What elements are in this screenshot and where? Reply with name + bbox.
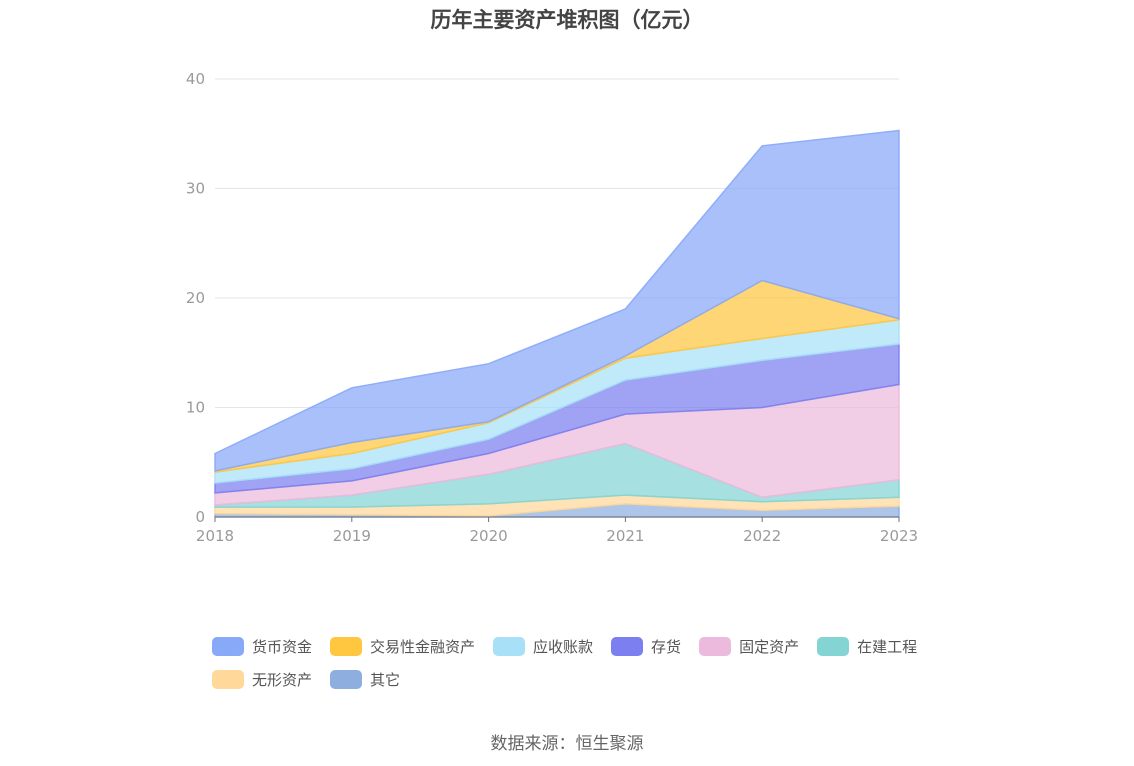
x-tick-label: 2019 xyxy=(333,527,371,545)
x-tick-label: 2018 xyxy=(196,527,234,545)
legend-item[interactable]: 无形资产 xyxy=(212,669,312,690)
legend-swatch xyxy=(330,670,363,689)
legend-row: 货币资金 交易性金融资产 应收账款 存货 固定资产 在建工程 xyxy=(212,630,972,663)
legend-swatch xyxy=(493,637,526,656)
legend-row: 无形资产 其它 xyxy=(212,663,972,696)
area-series-layer xyxy=(214,129,900,518)
area-series-7[interactable] xyxy=(214,129,900,472)
legend-item[interactable]: 货币资金 xyxy=(212,636,312,657)
x-tick-label: 2022 xyxy=(743,527,781,545)
y-tick-label: 30 xyxy=(186,180,205,198)
source-note: 数据来源：恒生聚源 xyxy=(490,734,644,754)
stacked-area-chart: 0 10 20 30 40 2018 2019 2020 2021 2022 2023 xyxy=(186,70,918,545)
legend-item[interactable]: 在建工程 xyxy=(817,636,917,657)
x-tick-label: 2020 xyxy=(470,527,508,545)
legend-label: 存货 xyxy=(651,638,682,656)
legend-swatch xyxy=(330,637,363,656)
y-tick-label: 0 xyxy=(195,508,205,526)
legend: 货币资金 交易性金融资产 应收账款 存货 固定资产 在建工程 无形资产 其它 xyxy=(212,630,972,696)
y-tick-label: 40 xyxy=(186,70,205,88)
legend-swatch xyxy=(611,637,644,656)
y-tick-label: 20 xyxy=(186,289,205,307)
legend-item[interactable]: 其它 xyxy=(330,669,400,690)
legend-label: 在建工程 xyxy=(857,638,918,656)
legend-swatch xyxy=(212,670,244,689)
legend-label: 交易性金融资产 xyxy=(370,638,476,656)
legend-label: 应收账款 xyxy=(533,638,594,656)
legend-swatch xyxy=(699,637,732,656)
x-tick-label: 2023 xyxy=(880,527,918,545)
chart-title: 历年主要资产堆积图（亿元） xyxy=(430,8,704,32)
axes: 0 10 20 30 40 2018 2019 2020 2021 2022 2023 xyxy=(186,70,918,545)
legend-label: 货币资金 xyxy=(252,638,313,656)
y-tick-label: 10 xyxy=(186,399,205,417)
legend-label: 其它 xyxy=(370,671,401,689)
legend-swatch xyxy=(817,637,850,656)
legend-item[interactable]: 固定资产 xyxy=(699,636,799,657)
legend-item[interactable]: 交易性金融资产 xyxy=(330,636,475,657)
legend-label: 无形资产 xyxy=(252,671,313,689)
legend-label: 固定资产 xyxy=(739,638,800,656)
legend-swatch xyxy=(212,637,244,656)
x-tick-label: 2021 xyxy=(606,527,644,545)
legend-item[interactable]: 应收账款 xyxy=(493,636,593,657)
legend-item[interactable]: 存货 xyxy=(611,636,681,657)
